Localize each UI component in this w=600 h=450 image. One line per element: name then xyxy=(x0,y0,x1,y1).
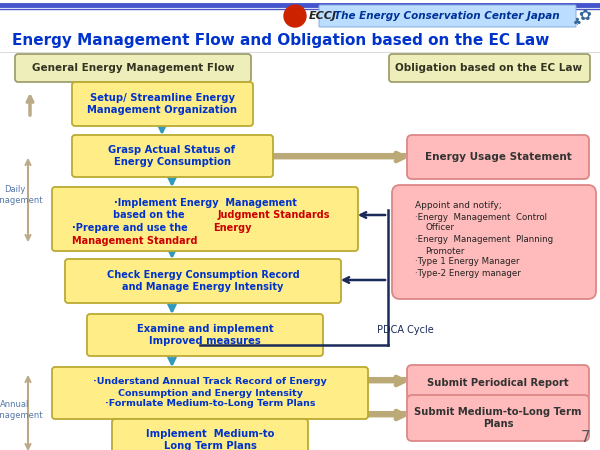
Text: Check Energy Consumption Record
and Manage Energy Intensity: Check Energy Consumption Record and Mana… xyxy=(107,270,299,292)
Text: ·Type-2 Energy manager: ·Type-2 Energy manager xyxy=(415,269,521,278)
FancyBboxPatch shape xyxy=(15,54,251,82)
Text: Submit Periodical Report: Submit Periodical Report xyxy=(427,378,569,388)
Text: Annual
Management: Annual Management xyxy=(0,400,43,420)
Text: Consumption and Energy Intensity: Consumption and Energy Intensity xyxy=(118,388,302,397)
Text: 7: 7 xyxy=(580,430,590,445)
FancyBboxPatch shape xyxy=(407,395,589,441)
FancyBboxPatch shape xyxy=(112,419,308,450)
Text: Energy Usage Statement: Energy Usage Statement xyxy=(425,152,571,162)
FancyBboxPatch shape xyxy=(72,135,273,177)
Circle shape xyxy=(284,5,306,27)
FancyBboxPatch shape xyxy=(65,259,341,303)
Text: Appoint and notify;: Appoint and notify; xyxy=(415,201,502,210)
FancyBboxPatch shape xyxy=(407,365,589,401)
Circle shape xyxy=(288,9,302,23)
Text: based on the: based on the xyxy=(113,210,188,220)
Text: ·Prepare and use the: ·Prepare and use the xyxy=(72,223,191,233)
Text: ·Understand Annual Track Record of Energy: ·Understand Annual Track Record of Energ… xyxy=(93,378,327,387)
Text: Daily
Management: Daily Management xyxy=(0,185,43,205)
Text: ECCJ: ECCJ xyxy=(309,11,337,21)
FancyBboxPatch shape xyxy=(392,185,596,299)
Circle shape xyxy=(292,13,299,19)
Text: Submit Medium-to-Long Term
Plans: Submit Medium-to-Long Term Plans xyxy=(414,407,582,429)
FancyBboxPatch shape xyxy=(52,367,368,419)
FancyBboxPatch shape xyxy=(389,54,590,82)
Text: ✿: ✿ xyxy=(578,9,592,23)
FancyBboxPatch shape xyxy=(52,187,358,251)
Text: Obligation based on the EC Law: Obligation based on the EC Law xyxy=(395,63,583,73)
Text: Grasp Actual Status of
Energy Consumption: Grasp Actual Status of Energy Consumptio… xyxy=(109,145,236,167)
Text: Energy Management Flow and Obligation based on the EC Law: Energy Management Flow and Obligation ba… xyxy=(12,32,550,48)
Text: General Energy Management Flow: General Energy Management Flow xyxy=(32,63,234,73)
Bar xyxy=(0,0,600,28)
Text: Judgment Standards: Judgment Standards xyxy=(218,210,331,220)
Text: ♣: ♣ xyxy=(572,17,581,27)
FancyBboxPatch shape xyxy=(319,5,576,27)
FancyBboxPatch shape xyxy=(407,135,589,179)
Text: ·Energy  Management  Control: ·Energy Management Control xyxy=(415,212,547,221)
Text: ·Implement Energy  Management: ·Implement Energy Management xyxy=(113,198,296,208)
Text: Promoter: Promoter xyxy=(425,247,464,256)
FancyBboxPatch shape xyxy=(72,82,253,126)
Text: Implement  Medium-to
Long Term Plans: Implement Medium-to Long Term Plans xyxy=(146,429,274,450)
Text: Setup/ Streamline Energy
Management Organization: Setup/ Streamline Energy Management Orga… xyxy=(87,93,237,115)
Text: Management Standard: Management Standard xyxy=(72,236,197,246)
Text: PDCA Cycle: PDCA Cycle xyxy=(377,325,433,335)
Text: The Energy Conservation Center Japan: The Energy Conservation Center Japan xyxy=(334,11,560,21)
Text: Energy: Energy xyxy=(213,223,251,233)
Text: ·Type 1 Energy Manager: ·Type 1 Energy Manager xyxy=(415,257,520,266)
FancyBboxPatch shape xyxy=(87,314,323,356)
Text: Examine and implement
Improved measures: Examine and implement Improved measures xyxy=(137,324,274,346)
Text: Officer: Officer xyxy=(425,224,454,233)
Text: ·Formulate Medium-to-Long Term Plans: ·Formulate Medium-to-Long Term Plans xyxy=(105,400,315,409)
Text: ·Energy  Management  Planning: ·Energy Management Planning xyxy=(415,235,553,244)
